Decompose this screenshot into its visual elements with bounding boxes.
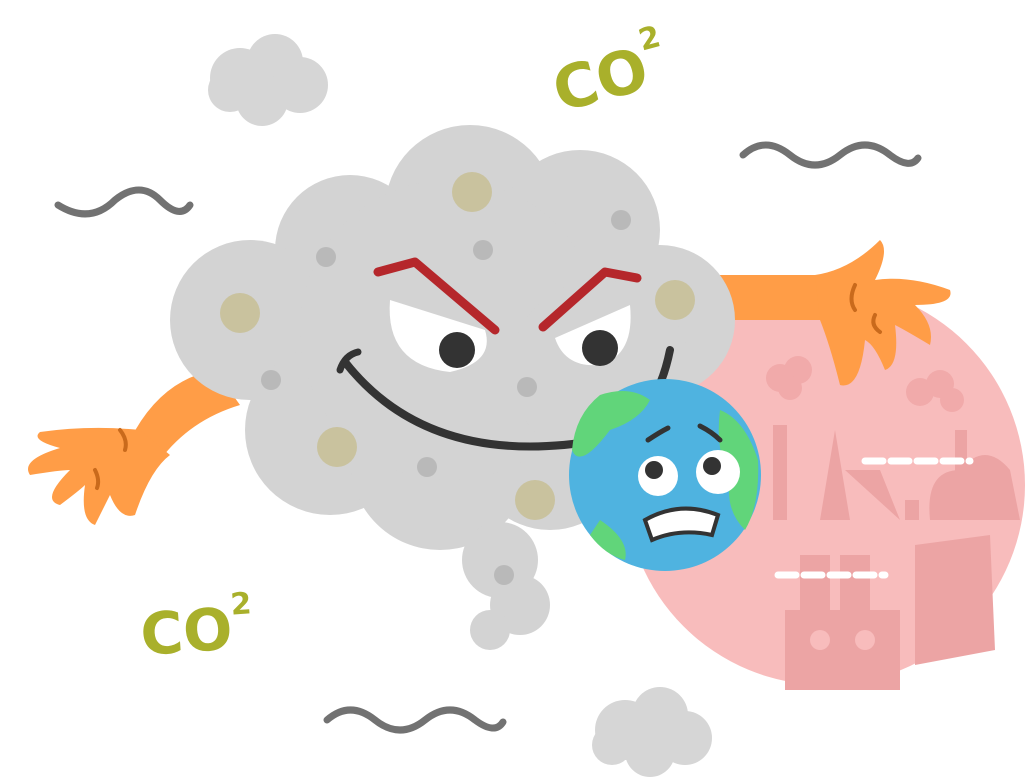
earth — [569, 379, 761, 571]
illustration: CO2 CO2 — [0, 0, 1025, 781]
co2-sub: 2 — [229, 586, 252, 622]
co2-text: CO — [138, 595, 234, 669]
